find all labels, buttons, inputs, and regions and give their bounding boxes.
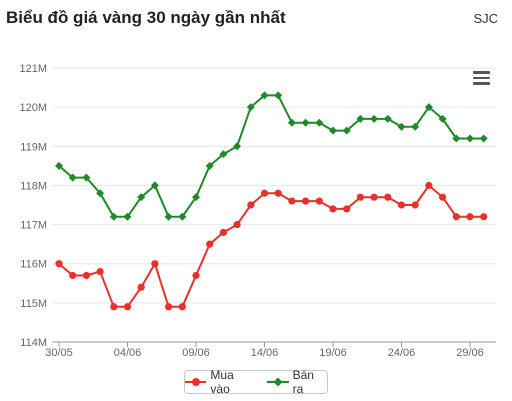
data-point (205, 161, 214, 170)
data-point (315, 197, 323, 205)
data-point (370, 114, 379, 123)
series-buy (55, 181, 488, 311)
series-group (55, 91, 488, 311)
data-point (82, 173, 91, 182)
data-point (178, 303, 186, 311)
x-tick-label: 19/06 (319, 347, 347, 359)
data-point (110, 303, 118, 311)
y-tick-label: 119M (20, 141, 47, 153)
data-point (69, 271, 77, 280)
data-point (192, 271, 200, 280)
data-point (329, 126, 337, 135)
chart-title: Biểu đồ giá vàng 30 ngày gần nhất (6, 8, 286, 27)
data-point (301, 118, 310, 127)
data-point (397, 201, 406, 209)
data-point (480, 213, 488, 221)
data-point (164, 212, 173, 221)
data-point (219, 150, 228, 159)
y-tick-label: 116M (20, 259, 47, 271)
x-tick-label: 09/06 (182, 347, 210, 359)
x-tick-label: 04/06 (114, 347, 142, 359)
data-point (356, 114, 365, 123)
hamburger-menu-icon[interactable] (473, 71, 490, 85)
data-point (302, 197, 310, 205)
legend: Mua vào Bán ra (184, 368, 328, 396)
data-point (96, 267, 104, 276)
series-line (58, 184, 484, 308)
y-tick-label: 117M (20, 220, 47, 232)
data-point (82, 271, 90, 280)
data-point (356, 193, 364, 201)
data-point (151, 260, 159, 268)
y-tick-label: 118M (20, 180, 47, 192)
data-point (411, 122, 420, 131)
y-axis-labels: 114M 115M 116M 117M 118M 119M 120M 121M (19, 63, 47, 349)
data-point (68, 173, 77, 182)
series-sell (55, 91, 488, 221)
data-point (192, 193, 200, 202)
y-tick-label: 121M (19, 63, 47, 75)
x-tick-label: 30/05 (45, 347, 73, 359)
data-point (247, 201, 255, 209)
data-point (150, 181, 159, 190)
data-point (424, 103, 433, 112)
data-point (260, 91, 269, 100)
data-point (233, 220, 241, 229)
x-tick-label: 29/06 (456, 347, 484, 359)
data-point (439, 193, 447, 201)
data-point (206, 240, 214, 248)
data-point (123, 212, 132, 221)
data-point (466, 134, 474, 143)
data-point (384, 193, 392, 201)
brand-label: SJC (473, 11, 498, 26)
data-point (274, 189, 282, 197)
data-point (109, 212, 118, 221)
data-point (397, 122, 406, 131)
data-point (123, 303, 132, 311)
legend-buy-marker (185, 378, 207, 386)
data-point (466, 213, 474, 221)
data-point (452, 134, 461, 143)
data-point (383, 114, 392, 123)
data-point (55, 260, 63, 268)
data-point (96, 189, 105, 198)
data-point (246, 103, 255, 112)
data-point (288, 197, 296, 205)
x-tick-label: 14/06 (251, 347, 279, 359)
legend-sell-marker (267, 377, 289, 387)
data-point (137, 283, 145, 291)
data-point (479, 134, 488, 143)
legend-item-sell[interactable]: Bán ra (267, 368, 327, 396)
data-point (342, 126, 351, 135)
data-point (55, 161, 63, 170)
data-point (329, 205, 337, 213)
data-point (343, 205, 351, 213)
data-point (165, 303, 173, 311)
data-point (233, 142, 242, 151)
data-point (137, 193, 146, 202)
data-point (219, 228, 227, 236)
legend-sell-label: Bán ra (292, 368, 314, 396)
data-point (452, 213, 460, 221)
data-point (274, 91, 283, 100)
data-point (411, 201, 419, 209)
data-point (178, 212, 187, 221)
data-point (438, 114, 447, 123)
legend-buy-label: Mua vào (210, 368, 234, 396)
x-axis: 30/05 04/06 09/06 14/06 19/06 24/06 29/06 (45, 341, 496, 359)
y-tick-label: 114M (20, 337, 47, 349)
y-tick-label: 115M (20, 298, 47, 310)
data-point (315, 118, 324, 127)
y-tick-label: 120M (19, 102, 47, 114)
data-point (260, 189, 269, 197)
data-point (370, 193, 378, 201)
data-point (425, 181, 433, 190)
x-tick-label: 24/06 (388, 347, 416, 359)
data-point (287, 118, 296, 127)
legend-item-buy[interactable]: Mua vào (185, 368, 255, 396)
